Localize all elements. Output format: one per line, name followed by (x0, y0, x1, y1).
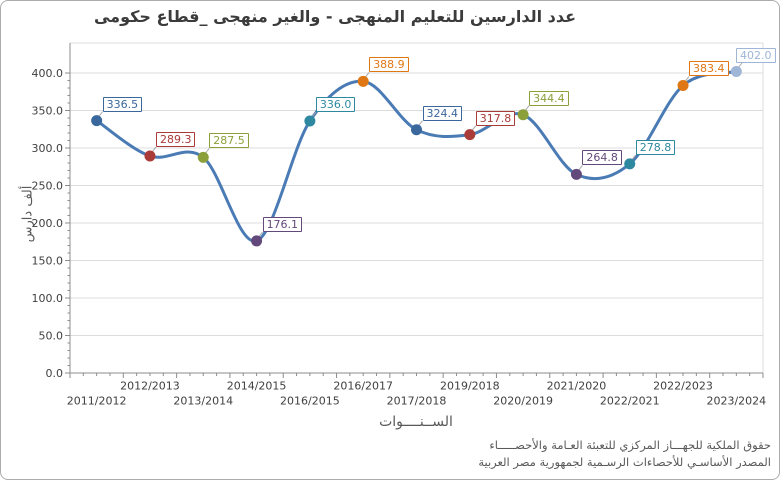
data-point (730, 66, 742, 77)
data-point (517, 109, 529, 121)
data-point (197, 151, 209, 163)
label-connector (737, 62, 743, 68)
data-point (251, 235, 263, 247)
label-connector (418, 120, 423, 127)
y-tick-label: 250.0 (32, 180, 64, 193)
x-axis-title: الســنــــوات (379, 414, 453, 430)
x-tick-label: 2021/2020 (547, 380, 607, 393)
label-connector (151, 146, 157, 153)
x-tick-label: 2016/2015 (280, 395, 340, 408)
data-point (624, 158, 636, 170)
data-point (144, 150, 156, 162)
label-connector (631, 154, 637, 161)
label-connector (98, 111, 104, 117)
label-connector (364, 72, 370, 78)
series-line (95, 70, 738, 243)
chart-footer: حقوق الملكية للجهـــاز المركزي للتعبئة ا… (478, 437, 771, 471)
x-tick-label: 2011/2012 (67, 395, 127, 408)
label-connector (258, 231, 263, 238)
data-point (91, 115, 103, 127)
chart-title: عدد الدارسين للتعليم المنهجى - والغير من… (93, 7, 577, 26)
data-point (411, 124, 422, 136)
data-point (570, 168, 582, 180)
label-connector (578, 165, 583, 171)
x-tick-label: 2022/2023 (653, 380, 713, 393)
y-tick-label: 300.0 (32, 142, 64, 155)
x-tick-label: 2012/2013 (120, 380, 180, 393)
x-tick-label: 2022/2021 (600, 395, 660, 408)
x-tick-label: 2014/2015 (227, 380, 287, 393)
label-connector (204, 148, 210, 154)
y-tick-label: 400.0 (32, 67, 64, 80)
y-tick-label: 200.0 (32, 217, 64, 230)
x-tick-label: 2017/2018 (387, 395, 447, 408)
x-tick-label: 2023/2024 (706, 395, 766, 408)
data-point (304, 115, 316, 127)
y-axis-title: ألف دارس (20, 185, 36, 243)
y-tick-label: 0.0 (46, 367, 64, 380)
y-tick-label: 150.0 (32, 255, 64, 268)
y-tick-label: 50.0 (39, 330, 64, 343)
data-point (357, 75, 369, 87)
data-point (677, 79, 689, 91)
x-tick-label: 2016/2017 (333, 380, 393, 393)
data-point (464, 129, 476, 141)
y-tick-label: 100.0 (32, 292, 64, 305)
footer-copyright-line: حقوق الملكية للجهـــاز المركزي للتعبئة ا… (489, 438, 771, 452)
x-tick-label: 2020/2019 (493, 395, 553, 408)
label-connector (684, 76, 690, 82)
x-tick-label: 2019/2018 (440, 380, 500, 393)
label-connector (471, 125, 477, 131)
footer-source-line: المصدر الأساسـي للأحصاءات الرسـمية لجمهو… (478, 455, 771, 469)
label-connector (524, 105, 530, 112)
y-tick-label: 350.0 (32, 105, 64, 118)
x-tick-label: 2013/2014 (173, 395, 233, 408)
label-connector (311, 111, 317, 118)
